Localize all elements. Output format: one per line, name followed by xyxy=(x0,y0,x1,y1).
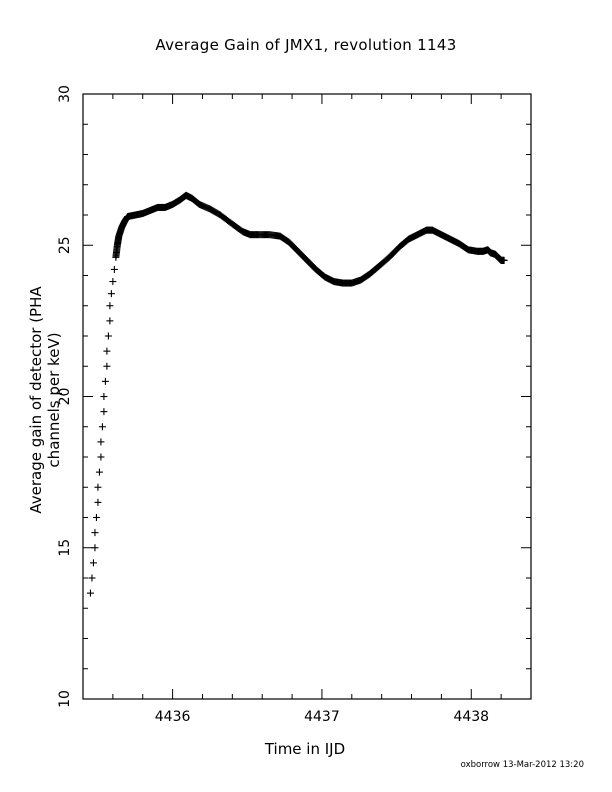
data-point xyxy=(91,529,99,537)
footer-credit: oxborrow 13-Mar-2012 13:20 xyxy=(460,760,584,770)
data-point xyxy=(106,317,114,325)
y-tick-label: 15 xyxy=(57,539,73,557)
data-point xyxy=(94,498,102,506)
data-point xyxy=(89,559,97,567)
data-point xyxy=(98,423,106,431)
data-point xyxy=(97,453,105,461)
plot-frame xyxy=(82,93,532,700)
data-point xyxy=(103,362,111,370)
y-tick-label: 30 xyxy=(57,85,73,103)
data-point xyxy=(106,302,114,310)
data-point xyxy=(101,377,109,385)
data-point xyxy=(100,393,108,400)
data-point xyxy=(91,544,99,552)
y-tick-label: 20 xyxy=(57,388,73,406)
axis-ticks xyxy=(82,93,532,700)
data-point xyxy=(95,468,103,476)
x-tick-label: 4438 xyxy=(453,709,489,725)
y-tick-label: 25 xyxy=(57,236,73,254)
x-tick-label: 4437 xyxy=(304,709,340,725)
data-point xyxy=(100,408,108,416)
y-axis-label: Average gain of detector (PHA channels p… xyxy=(27,286,63,514)
data-point xyxy=(104,332,112,340)
x-tick-label: 4436 xyxy=(155,709,191,725)
data-point xyxy=(88,574,96,582)
data-series xyxy=(86,191,508,597)
data-point xyxy=(103,347,111,355)
data-point xyxy=(110,265,118,273)
data-point xyxy=(109,278,117,286)
data-point xyxy=(107,290,115,298)
data-point xyxy=(500,256,508,264)
data-point xyxy=(94,483,102,491)
data-point xyxy=(92,514,100,521)
data-point xyxy=(97,438,105,446)
data-point xyxy=(86,589,94,597)
y-tick-label: 10 xyxy=(57,690,73,708)
x-axis-label: Time in IJD xyxy=(264,740,346,758)
chart-title: Average Gain of JMX1, revolution 1143 xyxy=(155,36,457,54)
axis-tick-labels: 4436 4437 4438 10 15 20 25 30 xyxy=(57,85,489,725)
